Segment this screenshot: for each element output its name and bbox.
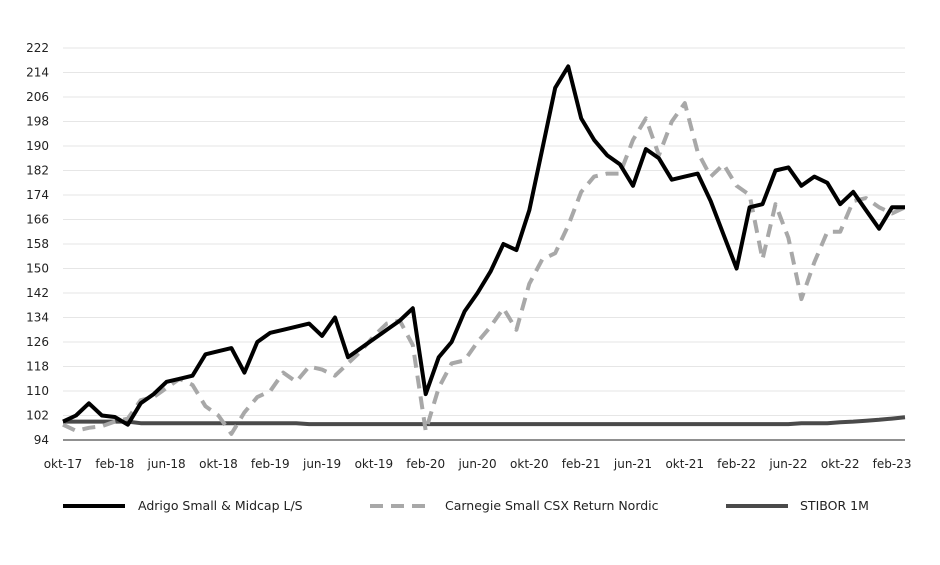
x-tick-label: feb-20: [406, 457, 445, 471]
series-line-1: [62, 101, 906, 436]
x-tick-label: jun-22: [768, 457, 807, 471]
gridlines: [63, 47, 905, 416]
series-line-0: [62, 64, 905, 427]
x-tick-label: okt-18: [199, 457, 238, 471]
legend-label: STIBOR 1M: [800, 498, 869, 513]
legend-label: Adrigo Small & Midcap L/S: [138, 498, 303, 513]
x-tick-label: okt-21: [665, 457, 704, 471]
x-tick-label: jun-19: [302, 457, 341, 471]
x-tick-label: jun-18: [147, 457, 186, 471]
x-tick-label: okt-17: [44, 457, 83, 471]
y-tick-labels: 94 102 110 118 126 134 142 150 158 166 174 182 190 19…: [26, 41, 49, 447]
y-tick-label: 142: [26, 286, 49, 300]
y-tick-label: 198: [26, 115, 49, 129]
x-tick-labels: okt-17 feb-18 jun-18 okt-18 feb-19 jun-19 okt-…: [44, 457, 912, 471]
x-tick-label: feb-21: [562, 457, 601, 471]
y-tick-label: 190: [26, 139, 49, 153]
legend-label: Carnegie Small CSX Return Nordic: [445, 498, 659, 513]
x-tick-label: jun-21: [613, 457, 652, 471]
y-tick-label: 150: [26, 262, 49, 276]
y-tick-label: 174: [26, 188, 49, 202]
y-tick-label: 214: [26, 66, 49, 80]
series-line-2: [63, 415, 906, 427]
x-tick-label: okt-19: [355, 457, 394, 471]
legend: Adrigo Small & Midcap L/S Carnegie Small …: [63, 498, 869, 513]
y-tick-label: 110: [26, 384, 49, 398]
y-tick-label: 102: [26, 409, 49, 423]
y-tick-label: 134: [26, 311, 49, 325]
x-tick-label: jun-20: [457, 457, 496, 471]
x-tick-label: feb-19: [251, 457, 290, 471]
x-tick-label: feb-18: [95, 457, 134, 471]
y-tick-label: 222: [26, 41, 49, 55]
y-tick-label: 158: [26, 237, 49, 251]
x-tick-label: okt-20: [510, 457, 549, 471]
y-tick-label: 118: [26, 360, 49, 374]
y-tick-label: 206: [26, 90, 49, 104]
y-tick-label: 94: [34, 433, 49, 447]
x-tick-label: feb-23: [873, 457, 912, 471]
series-lines: [62, 64, 906, 436]
x-tick-label: feb-22: [717, 457, 756, 471]
y-tick-label: 166: [26, 213, 49, 227]
x-tick-label: okt-22: [821, 457, 860, 471]
y-tick-label: 126: [26, 335, 49, 349]
y-tick-label: 182: [26, 164, 49, 178]
